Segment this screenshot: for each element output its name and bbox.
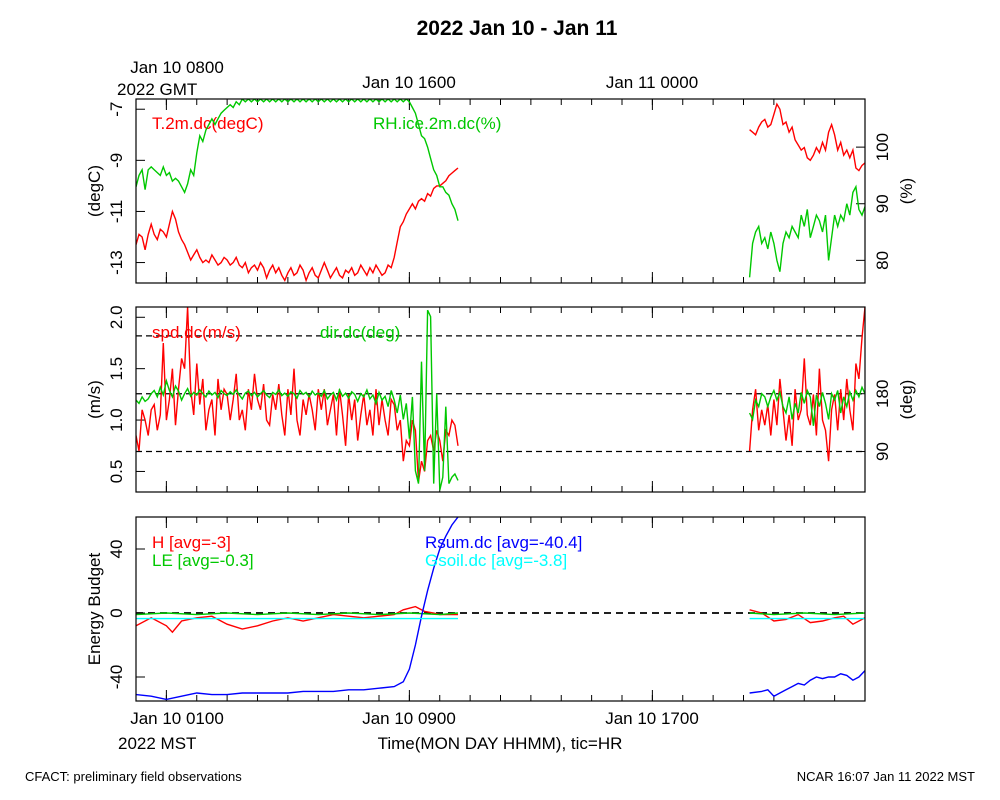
y2-tick-label: 100 bbox=[873, 133, 892, 161]
footer-right: NCAR 16:07 Jan 11 2022 MST bbox=[797, 769, 975, 784]
bottom-axis-tick-label: Jan 10 1700 bbox=[605, 709, 699, 728]
y-tick-label: 2.0 bbox=[107, 305, 126, 329]
y2-tick-label: 90 bbox=[873, 442, 892, 461]
y-tick-label: 40 bbox=[107, 540, 126, 559]
series-line-2-1 bbox=[748, 307, 865, 462]
series-line-3-2 bbox=[749, 612, 865, 616]
legend-entry: Rsum.dc [avg=-40.4] bbox=[425, 533, 582, 552]
legend-entry: RH.ice.2m.dc(%) bbox=[373, 114, 501, 133]
y-tick-label: 0.5 bbox=[107, 460, 126, 484]
y2-tick-label: 80 bbox=[873, 251, 892, 270]
y-tick-label: -9 bbox=[107, 153, 126, 168]
plot-frame bbox=[135, 98, 866, 284]
series-line-2-2 bbox=[136, 309, 459, 491]
series-line-3-2 bbox=[136, 612, 459, 616]
y2-axis-label: (%) bbox=[897, 178, 916, 204]
y-tick-label: -7 bbox=[107, 102, 126, 117]
top-axis-year-label: 2022 GMT bbox=[117, 80, 197, 99]
panel-1: -13 -11 -9 -7 (degC) 80 90 100 (%) T.2m.dc(degC) R… bbox=[85, 98, 916, 284]
series-line-1-2 bbox=[136, 99, 459, 221]
y2-tick-label: 90 bbox=[873, 194, 892, 213]
y-tick-label: 0 bbox=[107, 608, 126, 617]
legend-entry: LE [avg=-0.3] bbox=[152, 551, 254, 570]
top-axis-tick-label: Jan 11 0000 bbox=[606, 73, 698, 92]
series-line-3-1 bbox=[136, 605, 458, 634]
panels: -13 -11 -9 -7 (degC) 80 90 100 (%) T.2m.dc(degC) R… bbox=[85, 98, 916, 702]
series-line-2-2 bbox=[748, 385, 865, 426]
bottom-axis-tick-label: Jan 10 0100 bbox=[130, 709, 224, 728]
legend-entry: H [avg=-3] bbox=[152, 533, 231, 552]
panel-2: 0.5 1.0 1.5 2.0 (m/s) 90 180 (deg) spd.dc(m/s) di… bbox=[85, 305, 916, 493]
series-line-1-1 bbox=[749, 102, 865, 172]
top-axis-tick-label: Jan 10 1600 bbox=[362, 73, 456, 92]
series-line-1-1 bbox=[136, 167, 459, 283]
legend-entry: Gsoil.dc [avg=-3.8] bbox=[425, 551, 567, 570]
y2-tick-label: 180 bbox=[873, 380, 892, 408]
legend-entry: spd.dc(m/s) bbox=[152, 323, 241, 342]
y-tick-label: -11 bbox=[107, 200, 126, 223]
y-tick-label: -40 bbox=[107, 665, 126, 690]
legend-entry: T.2m.dc(degC) bbox=[152, 114, 263, 133]
y-axis-label: Energy Budget bbox=[85, 552, 104, 665]
top-axis-tick-label: Jan 10 0800 bbox=[130, 58, 224, 77]
x-axis-label: Time(MON DAY HHMM), tic=HR bbox=[378, 734, 623, 753]
series-line-3-3 bbox=[749, 670, 865, 698]
legend-entry: dir.dc(deg) bbox=[320, 323, 400, 342]
y-axis-label: (m/s) bbox=[85, 380, 104, 419]
plot-frame bbox=[135, 306, 866, 493]
plot-frame bbox=[135, 516, 866, 702]
y-tick-label: 1.5 bbox=[107, 357, 126, 381]
bottom-axis-tick-label: Jan 10 0900 bbox=[362, 709, 456, 728]
series-line-2-1 bbox=[136, 307, 459, 482]
y-axis-label: (degC) bbox=[85, 165, 104, 217]
y-tick-label: -13 bbox=[107, 250, 126, 275]
chart-title: 2022 Jan 10 - Jan 11 bbox=[417, 17, 618, 40]
bottom-axis-year-label: 2022 MST bbox=[118, 734, 196, 753]
y2-axis-label: (deg) bbox=[897, 380, 916, 420]
series-line-3-3 bbox=[136, 517, 459, 701]
series-line-3-1 bbox=[749, 609, 865, 626]
y-tick-label: 1.0 bbox=[107, 408, 126, 432]
series-line-1-2 bbox=[748, 184, 865, 278]
footer-left: CFACT: preliminary field observations bbox=[25, 769, 242, 784]
